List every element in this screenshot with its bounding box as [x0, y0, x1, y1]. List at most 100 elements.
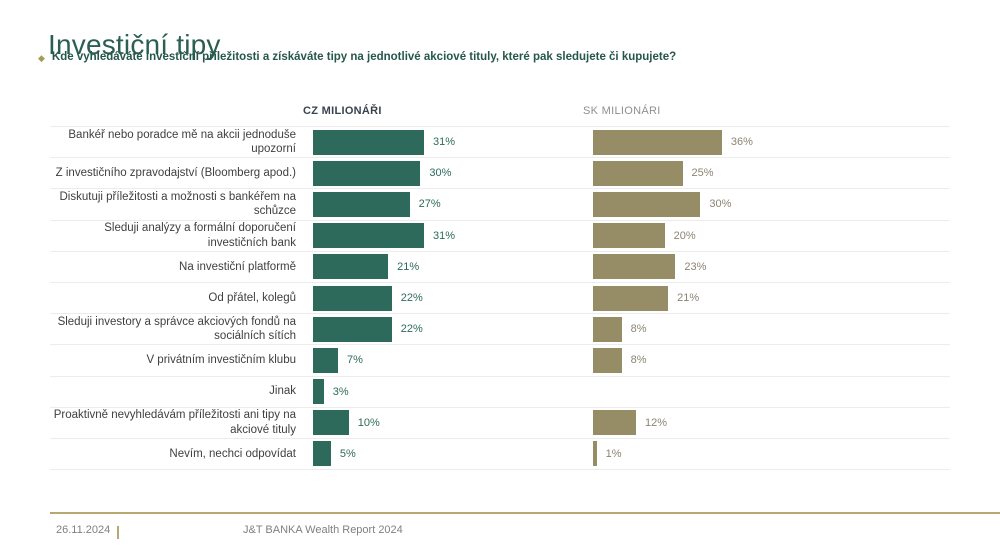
page-title: Investiční tipy [48, 28, 221, 60]
category-label: Od přátel, kolegů [208, 291, 296, 304]
cz-bar [313, 191, 410, 217]
cz-value-label: 3% [332, 385, 349, 398]
cz-bar-cell: 10% [296, 408, 576, 438]
category-label: Z investičního zpravodajství (Bloomberg … [55, 167, 296, 180]
sk-bar-cell [576, 377, 950, 407]
cz-value-label: 31% [432, 136, 455, 149]
chart-header: CZ MILIONÁŘI SK MILIONÁRI [50, 96, 950, 126]
sk-bar-cell: 20% [576, 221, 950, 251]
cz-value-label: 30% [429, 167, 452, 180]
category-label: Na investiční platformě [179, 260, 296, 273]
cz-bar-cell: 31% [296, 127, 576, 157]
chart-row: Nevím, nechci odpovídat 5% 1% [50, 439, 950, 471]
sk-bar-cell: 8% [576, 345, 950, 375]
category-label: Bankéř nebo poradce mě na akcii jednoduš… [68, 128, 296, 156]
category-label: Sleduji analýzy a formální doporučení in… [104, 222, 296, 249]
cz-bar-cell: 5% [296, 439, 576, 469]
footer-tick-mark [117, 526, 119, 539]
cz-bar-cell: 3% [296, 377, 576, 407]
cz-value-label: 22% [400, 292, 423, 305]
category-label: Jinak [269, 385, 296, 398]
sk-bar [593, 285, 669, 311]
cz-bar-cell: 21% [296, 252, 576, 282]
cz-bar [313, 129, 424, 155]
chart-row: V privátním investičním klubu 7% 8% [50, 345, 950, 377]
cz-bar [313, 254, 389, 280]
chart-row: Od přátel, kolegů 22% 21% [50, 283, 950, 315]
sk-bar-cell: 8% [576, 314, 950, 344]
category-label: Proaktivně nevyhledávám příležitosti ani… [53, 409, 296, 436]
sk-value-label: 23% [684, 260, 707, 273]
cz-bar [313, 223, 424, 249]
sk-bar-cell: 25% [576, 158, 950, 188]
cz-bar-cell: 27% [296, 189, 576, 219]
category-label: V privátním investičním klubu [146, 354, 296, 367]
sk-bar-cell: 1% [576, 439, 950, 469]
sk-bar-cell: 23% [576, 252, 950, 282]
category-label: Nevím, nechci odpovídat [169, 447, 296, 460]
footer-divider [50, 512, 1000, 514]
chart-row: Z investičního zpravodajství (Bloomberg … [50, 158, 950, 190]
chart-row: Sleduji investory a správce akciových fo… [50, 314, 950, 346]
footer-date: 26.11.2024 [56, 524, 111, 536]
cz-value-label: 21% [397, 260, 420, 273]
sk-bar [593, 441, 597, 467]
cz-value-label: 27% [418, 198, 441, 211]
cz-bar-cell: 30% [296, 158, 576, 188]
survey-question-text: Kde vyhledáváte investiční příležitosti … [51, 51, 677, 63]
cz-bar [313, 379, 324, 405]
sk-bar [593, 129, 722, 155]
sk-bar-cell: 36% [576, 127, 950, 157]
cz-bar [313, 160, 421, 186]
cz-bar [313, 410, 349, 436]
sk-bar [593, 347, 622, 373]
sk-value-label: 20% [673, 229, 696, 242]
diamond-bullet-icon: ◆ [38, 53, 45, 63]
cz-bar-cell: 7% [296, 345, 576, 375]
survey-question: ◆ Kde vyhledáváte investiční příležitost… [38, 51, 676, 65]
cz-value-label: 10% [357, 416, 380, 429]
sk-bar [593, 254, 676, 280]
sk-bar [593, 316, 622, 342]
sk-value-label: 8% [630, 354, 647, 367]
sk-bar-cell: 12% [576, 408, 950, 438]
cz-bar [313, 316, 392, 342]
cz-value-label: 7% [347, 354, 363, 367]
bar-chart: CZ MILIONÁŘI SK MILIONÁRI Bankéř nebo po… [50, 96, 950, 471]
cz-value-label: 22% [400, 323, 423, 336]
category-label: Sleduji investory a správce akciových fo… [57, 315, 296, 343]
cz-bar-cell: 22% [296, 314, 576, 344]
cz-bar [313, 347, 339, 373]
sk-bar [593, 223, 665, 249]
sk-value-label: 36% [730, 136, 753, 149]
sk-value-label: 30% [709, 198, 732, 211]
category-label: Diskutuji příležitosti a možnosti s bank… [59, 191, 297, 218]
cz-value-label: 5% [339, 447, 356, 460]
cz-bar-cell: 22% [296, 283, 576, 313]
chart-row: Diskutuji příležitosti a možnosti s bank… [50, 189, 950, 221]
sk-bar-cell: 21% [576, 283, 950, 313]
cz-value-label: 31% [432, 229, 455, 242]
sk-bar-cell: 30% [576, 189, 950, 219]
series-header-cz: CZ MILIONÁŘI [303, 105, 382, 117]
series-header-sk: SK MILIONÁRI [583, 105, 661, 117]
sk-value-label: 1% [605, 447, 622, 460]
chart-row: Proaktivně nevyhledávám příležitosti ani… [50, 408, 950, 439]
cz-bar [313, 441, 331, 467]
sk-bar [593, 410, 636, 436]
sk-value-label: 8% [630, 323, 647, 336]
cz-bar-cell: 31% [296, 221, 576, 251]
chart-row: Sleduji analýzy a formální doporučení in… [50, 221, 950, 252]
chart-row: Bankéř nebo poradce mě na akcii jednoduš… [50, 127, 950, 159]
sk-value-label: 25% [691, 167, 714, 180]
sk-bar [593, 160, 683, 186]
cz-bar [313, 285, 392, 311]
sk-value-label: 21% [677, 292, 700, 305]
sk-bar [593, 191, 701, 217]
chart-row: Na investiční platformě 21% 23% [50, 252, 950, 283]
chart-rows: Bankéř nebo poradce mě na akcii jednoduš… [50, 126, 950, 471]
sk-value-label: 12% [644, 416, 667, 429]
footer-source: J&T BANKA Wealth Report 2024 [243, 524, 403, 536]
chart-row: Jinak 3% [50, 377, 950, 408]
